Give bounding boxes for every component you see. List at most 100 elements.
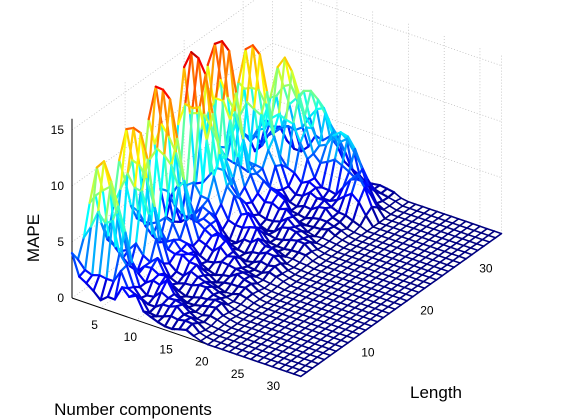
surface-edge <box>344 192 353 217</box>
surface-edge <box>473 225 481 232</box>
surface-edge <box>196 275 207 283</box>
surface-edge <box>264 359 272 365</box>
surface-edge <box>293 338 302 344</box>
surface-edge <box>400 197 410 203</box>
surface-edge <box>342 243 351 249</box>
surface-edge <box>316 288 326 293</box>
surface-edge <box>338 221 349 230</box>
surface-edge <box>178 238 189 245</box>
surface-edge <box>128 294 138 298</box>
surface-edge <box>140 190 151 217</box>
surface-edge <box>441 233 449 239</box>
surface-edge <box>269 282 279 288</box>
surface-edge <box>346 267 356 272</box>
surface-edge <box>411 258 421 263</box>
surface-edge <box>387 301 395 308</box>
surface-edge <box>352 300 362 305</box>
surface-edge <box>267 271 278 278</box>
surface-edge <box>282 280 292 287</box>
surface-edge <box>314 274 324 279</box>
surface-edge <box>190 51 199 115</box>
surface-edge <box>208 306 217 317</box>
surface-edge <box>132 126 142 135</box>
surface-edge <box>282 277 291 283</box>
surface-edge <box>364 205 373 217</box>
surface-edge <box>388 275 397 280</box>
surface-edge <box>460 227 468 233</box>
surface-edge <box>305 333 315 339</box>
surface-edge <box>417 212 425 219</box>
surface-edge <box>340 271 350 276</box>
surface-edge <box>367 305 376 310</box>
surface-edge <box>186 296 195 304</box>
surface-edge <box>487 234 497 239</box>
surface-edge <box>261 231 271 244</box>
surface-edge <box>268 348 277 355</box>
surface-edge <box>230 273 239 286</box>
surface-edge <box>295 194 304 208</box>
surface-edge <box>296 239 306 245</box>
surface-edge <box>424 219 434 224</box>
surface-edge <box>357 322 366 329</box>
surface-edge <box>261 167 271 189</box>
surface-edge <box>261 350 271 355</box>
surface-edge <box>305 292 313 299</box>
surface-edge <box>175 253 184 273</box>
surface-edge <box>401 205 411 210</box>
surface-edge <box>398 255 407 262</box>
surface-edge <box>227 218 237 227</box>
surface-edge <box>120 172 129 253</box>
surface-edge <box>326 266 336 271</box>
surface-edge <box>365 298 375 303</box>
surface-edge <box>223 318 231 326</box>
surface-edge <box>267 345 277 350</box>
surface-edge <box>357 326 367 332</box>
surface-edge <box>355 309 363 316</box>
surface-edge <box>405 262 415 267</box>
surface-edge <box>264 294 274 300</box>
surface-edge <box>273 265 284 275</box>
surface-edge <box>212 175 223 206</box>
surface-edge <box>220 203 230 222</box>
surface-edge <box>355 313 365 318</box>
surface-edge <box>374 239 384 244</box>
surface-edge <box>348 243 358 247</box>
surface-edge <box>359 265 369 270</box>
surface-edge <box>185 106 194 187</box>
surface-edge <box>474 236 484 241</box>
surface-edge <box>412 264 422 270</box>
surface-edge <box>291 362 300 369</box>
surface-edge <box>315 281 325 286</box>
surface-edge <box>342 315 352 320</box>
surface-edge <box>391 216 399 222</box>
surface-edge <box>379 228 389 233</box>
surface-edge <box>473 229 483 234</box>
surface-edge <box>239 335 248 341</box>
surface-edge <box>315 237 323 244</box>
surface-edge <box>251 237 260 254</box>
surface-edge <box>326 158 336 163</box>
surface-edge <box>351 331 361 336</box>
surface-edge <box>317 199 326 208</box>
surface-edge <box>327 306 336 313</box>
surface-edge <box>255 172 265 182</box>
surface-edge <box>289 353 298 358</box>
surface-edge <box>225 157 235 164</box>
surface-edge <box>163 154 173 167</box>
surface-edge <box>443 250 453 255</box>
surface-edge <box>368 307 376 314</box>
surface-edge <box>244 44 254 51</box>
surface-edge <box>252 334 261 339</box>
surface-edge <box>241 307 249 314</box>
surface-edge <box>202 173 212 184</box>
surface-edge <box>312 298 322 304</box>
surface-edge <box>262 279 272 285</box>
surface-edge <box>155 303 164 318</box>
surface-edge <box>235 92 245 141</box>
surface-edge <box>292 373 302 378</box>
surface-edge <box>220 255 229 263</box>
surface-edge <box>395 277 405 282</box>
surface-edge <box>406 231 416 236</box>
surface-edge <box>260 90 269 117</box>
surface-edge <box>297 242 306 254</box>
